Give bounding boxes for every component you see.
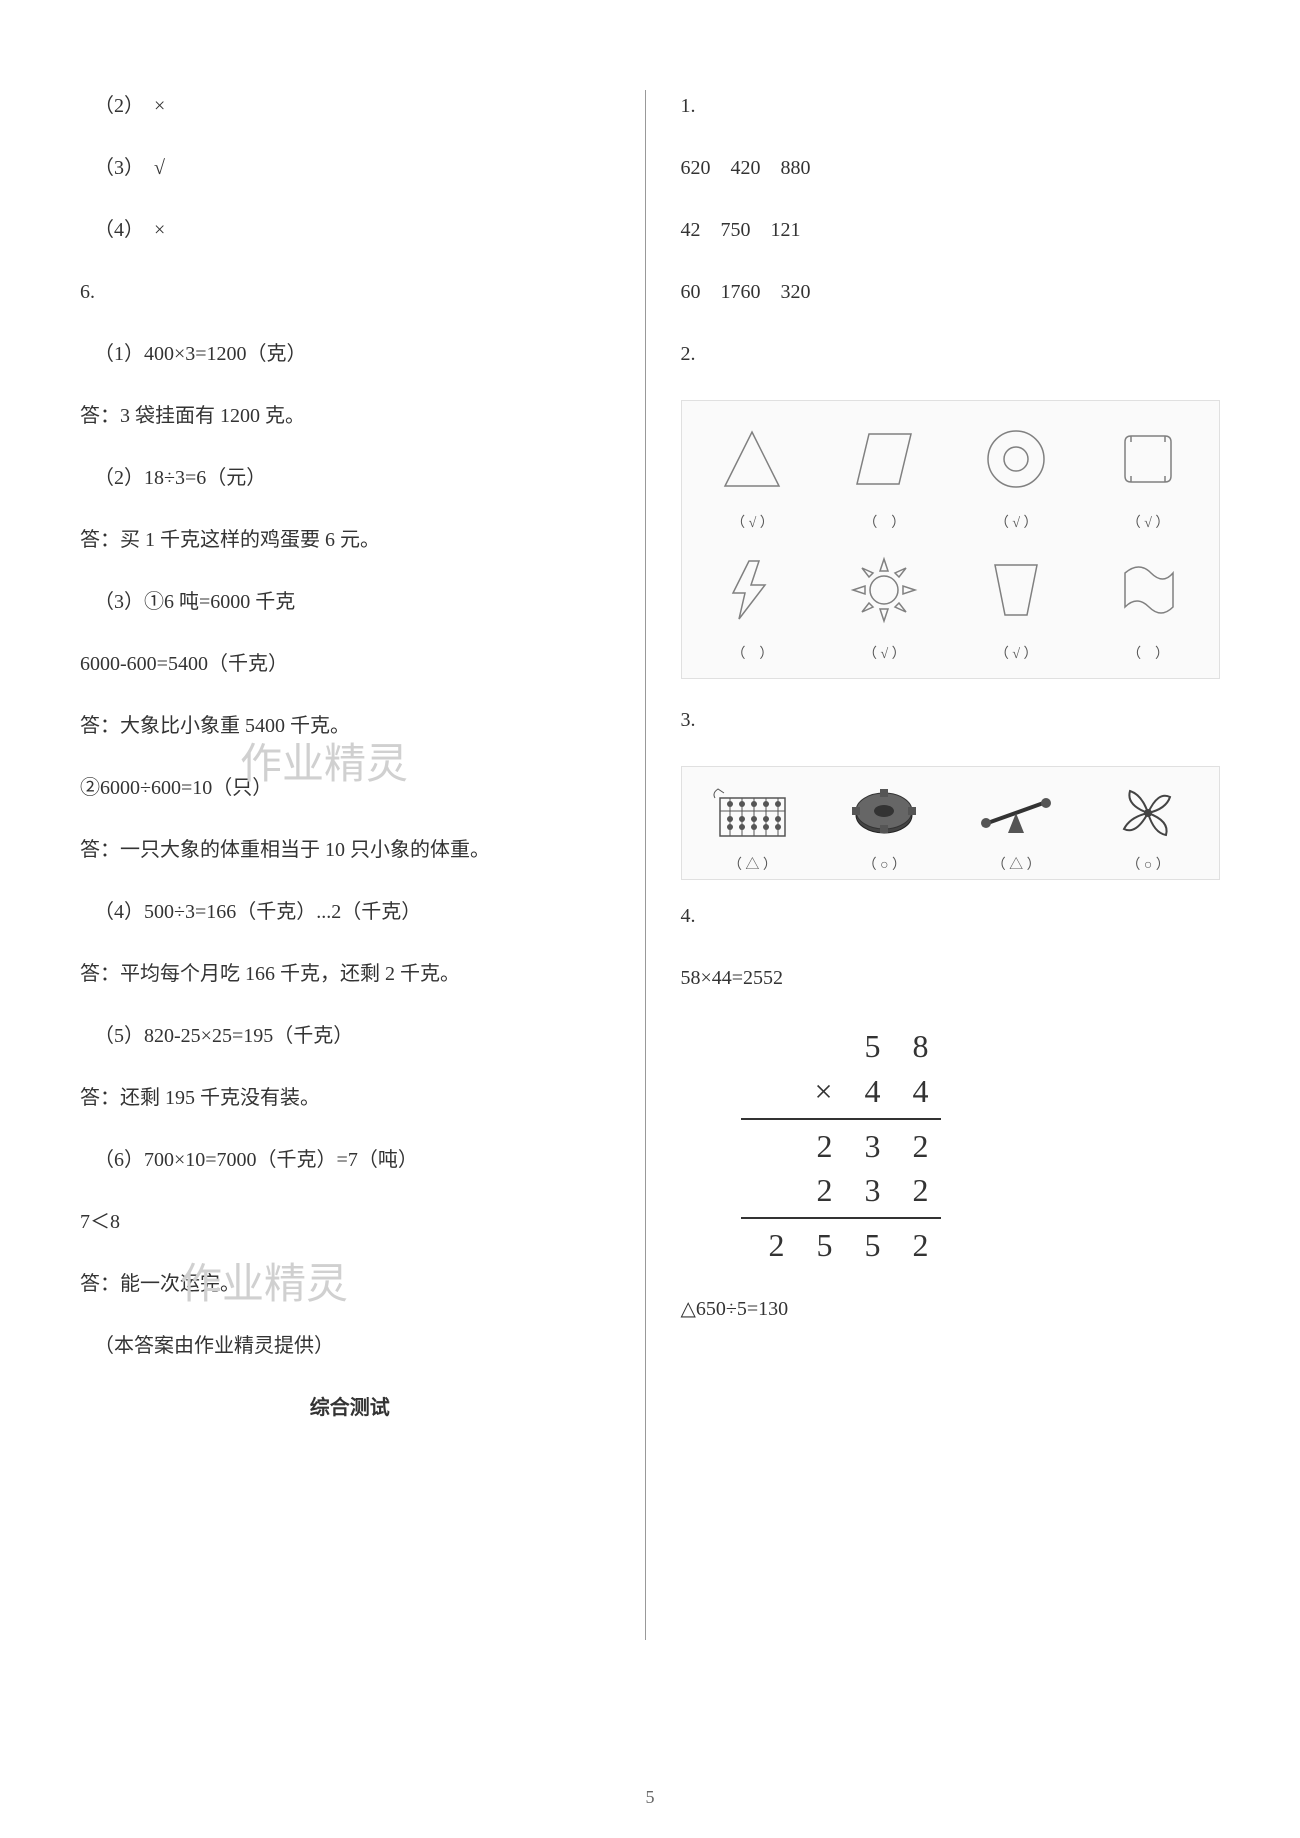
calc-row: 2 5 5 2 <box>741 1223 941 1268</box>
calc-row: 5 8 <box>741 1024 941 1069</box>
trapezoid-icon <box>969 542 1064 637</box>
answer-item: 答：3 袋挂面有 1200 克。 <box>80 400 620 432</box>
rounded-square-icon <box>1101 411 1196 506</box>
calc-row: × 4 4 <box>741 1069 941 1114</box>
calc-rule <box>741 1217 941 1219</box>
answer-item: （3）①6 吨=6000 千克 <box>80 586 620 618</box>
answer-item: （6）700×10=7000（千克）=7（吨） <box>80 1144 620 1176</box>
wave-icon <box>1101 542 1196 637</box>
shape-mark: （ √ ） <box>863 643 906 663</box>
answer-item: 6000-600=5400（千克） <box>80 648 620 680</box>
calc-rule <box>741 1118 941 1120</box>
abacus-icon <box>705 775 800 850</box>
question-label: 2. <box>681 338 1221 370</box>
answer-item: （3） √ <box>80 152 620 184</box>
tool-mark: （ △ ） <box>992 854 1041 874</box>
expression: 58×44=2552 <box>681 962 1221 994</box>
data-row: 620 420 880 <box>681 152 1221 184</box>
tool-cell: （ △ ） <box>687 775 819 874</box>
tool-cell: （ ○ ） <box>818 775 950 874</box>
question-label: 1. <box>681 90 1221 122</box>
sun-icon <box>837 542 932 637</box>
shape-mark: （ √ ） <box>1127 512 1170 532</box>
question-label: 3. <box>681 704 1221 736</box>
answer-item: 答：平均每个月吃 166 千克，还剩 2 千克。 <box>80 958 620 990</box>
seesaw-icon <box>969 775 1064 850</box>
answer-item: （4） × <box>80 214 620 246</box>
parallelogram-icon <box>837 411 932 506</box>
answer-item: 答：大象比小象重 5400 千克。 <box>80 710 620 742</box>
triangle-icon <box>705 411 800 506</box>
donut-icon <box>969 411 1064 506</box>
shape-mark: （ √ ） <box>995 512 1038 532</box>
vertical-calculation: 5 8 × 4 4 2 3 2 2 3 2 2 5 5 2 <box>741 1024 1221 1268</box>
tool-mark: （ △ ） <box>728 854 777 874</box>
shape-cell: （ √ ） <box>950 411 1082 532</box>
section-heading: 综合测试 <box>80 1392 620 1424</box>
shape-mark: （ ） <box>1127 643 1169 663</box>
answer-item: 答：买 1 千克这样的鸡蛋要 6 元。 <box>80 524 620 556</box>
shape-cell: （ √ ） <box>818 542 950 663</box>
shapes-grid: （ √ ） （ ） （ √ ） （ √ ） <box>681 400 1221 679</box>
tools-grid: （ △ ） （ ○ ） <box>681 766 1221 880</box>
shape-cell: （ √ ） <box>950 542 1082 663</box>
right-column: 1. 620 420 880 42 750 121 60 1760 320 2.… <box>651 90 1231 1798</box>
answer-item: （本答案由作业精灵提供） <box>80 1330 620 1362</box>
shape-cell: （ √ ） <box>1082 411 1214 532</box>
answer-item: 7＜8 <box>80 1206 620 1238</box>
answer-item: （2） × <box>80 90 620 122</box>
answer-item: 答：还剩 195 千克没有装。 <box>80 1082 620 1114</box>
fan-icon <box>1101 775 1196 850</box>
tool-cell: （ △ ） <box>950 775 1082 874</box>
data-row: 60 1760 320 <box>681 276 1221 308</box>
answer-item: （5）820-25×25=195（千克） <box>80 1020 620 1052</box>
gear-wheel-icon <box>837 775 932 850</box>
answer-item: 6. <box>80 276 620 308</box>
shape-mark: （ √ ） <box>995 643 1038 663</box>
answer-item: （1）400×3=1200（克） <box>80 338 620 370</box>
answer-item: （2）18÷3=6（元） <box>80 462 620 494</box>
question-label: 4. <box>681 900 1221 932</box>
shape-cell: （ ） <box>818 411 950 532</box>
tool-mark: （ ○ ） <box>863 854 906 874</box>
column-divider <box>645 90 646 1640</box>
shape-mark: （ ） <box>863 512 905 532</box>
answer-item: ②6000÷600=10（只） <box>80 772 620 804</box>
answer-item: 答：一只大象的体重相当于 10 只小象的体重。 <box>80 834 620 866</box>
shape-cell: （ ） <box>687 542 819 663</box>
tool-mark: （ ○ ） <box>1126 854 1169 874</box>
shape-cell: （ √ ） <box>687 411 819 532</box>
tool-cell: （ ○ ） <box>1082 775 1214 874</box>
shape-mark: （ ） <box>731 643 773 663</box>
expression: △650÷5=130 <box>681 1293 1221 1325</box>
answer-item: （4）500÷3=166（千克）...2（千克） <box>80 896 620 928</box>
page-number: 5 <box>0 1787 1300 1808</box>
calc-row: 2 3 2 <box>741 1168 941 1213</box>
answer-item: 答：能一次运完。 <box>80 1268 620 1300</box>
lightning-icon <box>705 542 800 637</box>
shape-cell: （ ） <box>1082 542 1214 663</box>
calc-row: 2 3 2 <box>741 1124 941 1169</box>
data-row: 42 750 121 <box>681 214 1221 246</box>
shape-mark: （ √ ） <box>731 512 774 532</box>
left-column: （2） × （3） √ （4） × 6. （1）400×3=1200（克） 答：… <box>70 90 640 1798</box>
